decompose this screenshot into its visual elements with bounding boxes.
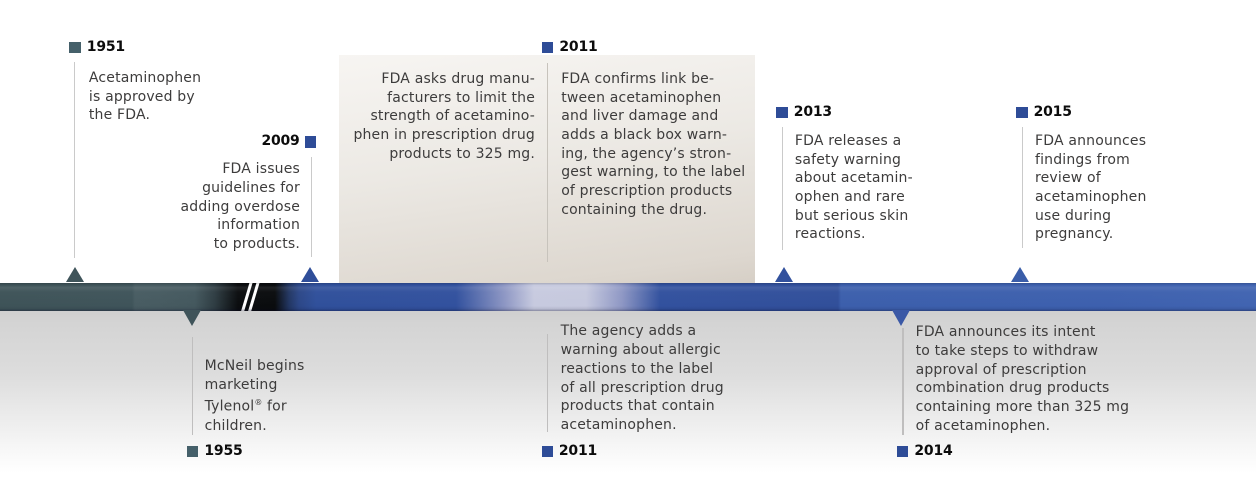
- year-marker-2014: [897, 446, 909, 458]
- arrow-up-2009: [300, 267, 319, 282]
- lower-gray-background: [0, 310, 1256, 473]
- year-label-2009: 2009: [261, 133, 316, 150]
- timeline-band-shading: [0, 282, 1256, 311]
- timeline-band: [0, 282, 1256, 311]
- arrow-up-2015: [1010, 267, 1029, 282]
- year-label-1955: 1955: [187, 443, 243, 460]
- timeline-band-gradient: [0, 282, 1256, 311]
- year-text-2015: 2015: [1033, 103, 1072, 120]
- year-label-2014: 2014: [897, 443, 953, 460]
- year-marker-2009: [304, 136, 316, 148]
- year-marker-2011: [542, 41, 554, 53]
- connector-2014: [902, 328, 904, 435]
- year-label-2015: 2015: [1016, 103, 1072, 120]
- event-text-2014: FDA announces its intent to take steps t…: [915, 324, 1130, 434]
- connector-1951: [74, 62, 76, 258]
- year-text-2009: 2009: [261, 133, 300, 150]
- event-text-2011-bottom: The agency adds a warning about allergic…: [560, 323, 724, 433]
- year-label-2011-bottom: 2011: [541, 443, 598, 460]
- event-text-2011-right: FDA confirms link be- tween acetaminophe…: [561, 70, 746, 218]
- arrow-down-2014: [892, 310, 910, 327]
- event-text-2009: FDA issues guidelines for adding overdos…: [180, 161, 300, 252]
- year-marker-1955: [187, 446, 199, 458]
- year-label-1951: 1951: [69, 38, 125, 55]
- connector-1955: [191, 337, 194, 435]
- connector-2009: [310, 157, 312, 257]
- year-text-2011: 2011: [559, 38, 598, 55]
- year-marker-2013: [776, 106, 788, 119]
- connector-2015: [1022, 127, 1024, 249]
- year-text-1951: 1951: [86, 38, 125, 55]
- year-text-2014: 2014: [914, 443, 953, 460]
- year-label-2011: 2011: [542, 38, 598, 55]
- connector-2011-bottom: [547, 334, 549, 432]
- year-marker-2011-bottom: [541, 446, 553, 458]
- year-text-1955: 1955: [204, 443, 243, 460]
- arrow-down-1955: [182, 310, 201, 327]
- event-text-1951: Acetaminophen is approved by the FDA.: [88, 69, 202, 124]
- event-text-2013: FDA releases a safety warning about acet…: [794, 132, 913, 243]
- year-label-2013: 2013: [776, 103, 832, 120]
- arrow-up-1951: [65, 267, 84, 282]
- event-text-2011-left: FDA asks drug manu- facturers to limit t…: [353, 70, 535, 162]
- year-marker-2015: [1016, 106, 1028, 119]
- arrow-up-2013: [774, 267, 793, 282]
- connector-2013: [782, 127, 784, 251]
- year-text-2011-bottom: 2011: [558, 443, 598, 460]
- year-text-2013: 2013: [793, 103, 832, 120]
- panel-2011-divider: [546, 63, 548, 262]
- event-text-1955: McNeil begins marketing Tylenol® for chi…: [204, 357, 305, 434]
- event-text-2015: FDA announces findings from review of ac…: [1035, 132, 1147, 243]
- year-marker-1951: [69, 41, 81, 53]
